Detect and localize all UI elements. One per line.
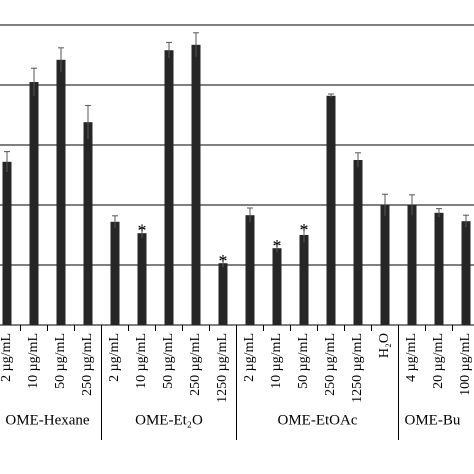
x-tick-label: H₂O (377, 333, 392, 358)
x-tick-label: 50 µg/mL (296, 333, 311, 389)
bar (326, 95, 336, 325)
x-tick-label: 10 µg/mL (134, 333, 149, 389)
bar (299, 235, 309, 325)
bar (218, 263, 228, 325)
x-tick-label: 2 µg/mL (107, 333, 122, 382)
bar (56, 59, 66, 326)
bar (407, 205, 417, 325)
bar (83, 122, 93, 325)
x-tick-label: 1250 µg/mL (215, 333, 230, 403)
bar (272, 248, 282, 325)
bar (191, 44, 201, 326)
x-tick-label: 250 µg/mL (323, 333, 338, 396)
significance-mark: * (273, 236, 282, 256)
significance-mark: * (219, 251, 228, 271)
bar (137, 233, 147, 325)
x-tick-label: 20 µg/mL (431, 333, 446, 389)
x-tick-label: 100 µg/mL (458, 333, 473, 396)
significance-mark: * (300, 220, 309, 240)
x-tick-label: 10 µg/mL (26, 333, 41, 389)
bar (461, 221, 471, 325)
group-label: OME-EtOAc (278, 412, 358, 428)
x-tick-label: 2 µg/mL (0, 333, 14, 382)
x-tick-label: 4 µg/mL (404, 333, 419, 382)
x-tick-label: 1250 µg/mL (350, 333, 365, 403)
bar (164, 50, 174, 325)
significance-mark: * (138, 220, 147, 240)
bar (245, 215, 255, 325)
x-tick-label: 250 µg/mL (188, 333, 203, 396)
bar (2, 161, 12, 325)
x-tick-label: 50 µg/mL (161, 333, 176, 389)
x-tick-label: 250 µg/mL (80, 333, 95, 396)
group-label: OME-Hexane (5, 412, 89, 428)
bar (353, 160, 363, 325)
x-tick-label: 50 µg/mL (53, 333, 68, 389)
bar (434, 212, 444, 325)
group-label: OME-Bu (405, 412, 461, 428)
bar (110, 221, 120, 325)
x-tick-label: 2 µg/mL (242, 333, 257, 382)
bar (29, 82, 39, 325)
group-label: OME-Et₂O (135, 412, 203, 428)
bar (380, 205, 390, 325)
x-tick-label: 10 µg/mL (269, 333, 284, 389)
